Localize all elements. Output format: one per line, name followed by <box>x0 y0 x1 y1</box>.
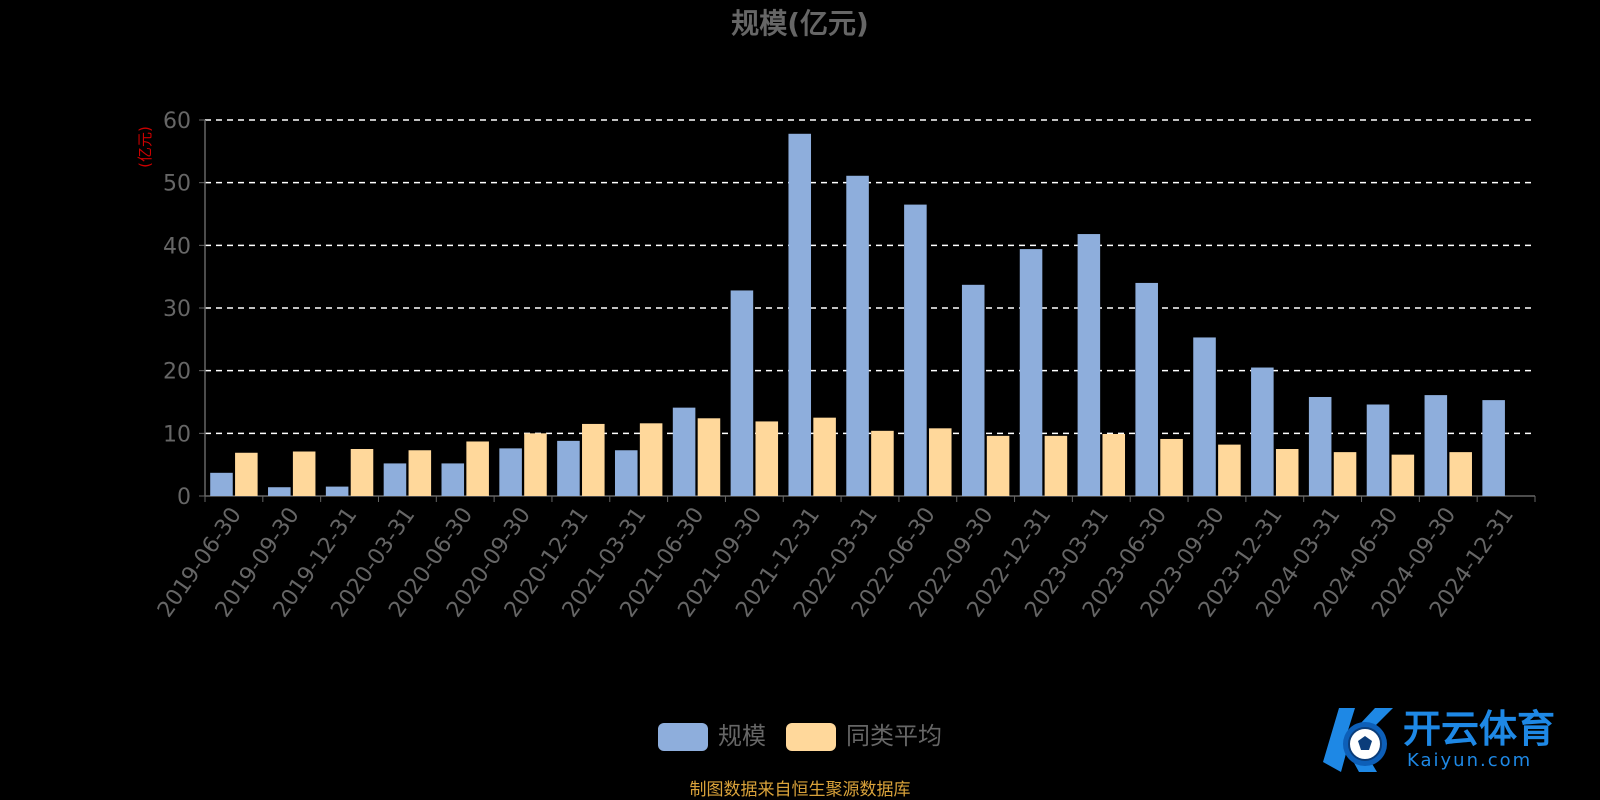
bar-scale <box>383 463 407 496</box>
bar-scale <box>1077 234 1101 496</box>
bar-scale <box>1193 337 1216 496</box>
bar-scale <box>788 133 812 496</box>
bar-peer-average <box>524 433 547 496</box>
legend-swatch <box>658 723 708 751</box>
bar-peer-average <box>986 435 1010 496</box>
watermark-logo: 开云体育 Kaiyun.com <box>1315 700 1585 785</box>
bar-scale <box>672 407 696 496</box>
bar-peer-average <box>1160 438 1183 496</box>
y-tick-label: 10 <box>163 422 191 447</box>
bar-peer-average <box>755 421 779 496</box>
bar-peer-average <box>582 423 605 496</box>
bar-scale <box>730 290 754 496</box>
bar-peer-average <box>1218 444 1241 496</box>
bar-scale <box>268 487 291 496</box>
legend[interactable]: 规模 同类平均 <box>658 722 942 751</box>
bar-peer-average <box>235 452 258 496</box>
source-note: 制图数据来自恒生聚源数据库 <box>690 780 911 800</box>
bar-peer-average <box>1449 452 1472 496</box>
bar-peer-average <box>813 417 836 496</box>
bar-peer-average <box>350 449 374 496</box>
logo-text-cn: 开云体育 <box>1403 707 1555 751</box>
bar-scale <box>1251 367 1274 496</box>
bars <box>210 133 1505 497</box>
bar-peer-average <box>639 423 663 496</box>
bar-peer-average <box>928 428 952 496</box>
bar-peer-average <box>408 450 432 496</box>
y-axis-label: (亿元) <box>136 126 154 168</box>
bar-scale <box>1019 249 1043 496</box>
y-tick-label: 0 <box>177 485 191 510</box>
bar-peer-average <box>1275 449 1299 496</box>
y-tick-label: 30 <box>163 297 191 322</box>
y-tick-label: 40 <box>163 234 191 259</box>
bar-scale <box>499 448 522 496</box>
bar-scale <box>1482 400 1505 496</box>
bar-scale <box>210 472 233 496</box>
y-tick-label: 60 <box>163 109 191 134</box>
bar-scale <box>557 440 580 496</box>
bar-peer-average <box>1333 452 1357 496</box>
logo-text-en: Kaiyun.com <box>1407 750 1532 771</box>
bar-peer-average <box>697 418 721 496</box>
bar-peer-average <box>1044 435 1068 496</box>
logo-emblem-icon <box>1323 708 1393 772</box>
bar-peer-average <box>871 430 894 496</box>
legend-item-peer-average[interactable]: 同类平均 <box>786 722 942 751</box>
bar-scale <box>961 284 985 496</box>
bar-peer-average <box>292 451 316 496</box>
bar-peer-average <box>466 441 489 496</box>
legend-label: 规模 <box>718 722 766 750</box>
chart-title: 规模(亿元) <box>731 7 869 40</box>
y-tick-label: 20 <box>163 360 191 385</box>
bar-scale <box>614 450 638 496</box>
bar-scale <box>1366 404 1390 496</box>
bar-scale <box>1135 282 1158 496</box>
bar-scale <box>441 463 465 496</box>
legend-item-scale[interactable]: 规模 <box>658 722 766 751</box>
bar-scale <box>325 486 349 496</box>
bar-peer-average <box>1391 454 1415 496</box>
bar-peer-average <box>1102 433 1126 496</box>
bar-scale <box>1424 395 1448 496</box>
legend-label: 同类平均 <box>846 722 942 750</box>
grid-lines <box>205 119 1535 435</box>
x-tick-labels: 2019-06-302019-09-302019-12-312020-03-31… <box>153 503 1519 622</box>
y-tick-label: 50 <box>163 172 191 197</box>
bar-scale <box>1308 396 1332 496</box>
bar-scale <box>904 204 927 496</box>
bar-scale <box>846 175 869 497</box>
legend-swatch <box>786 723 836 751</box>
